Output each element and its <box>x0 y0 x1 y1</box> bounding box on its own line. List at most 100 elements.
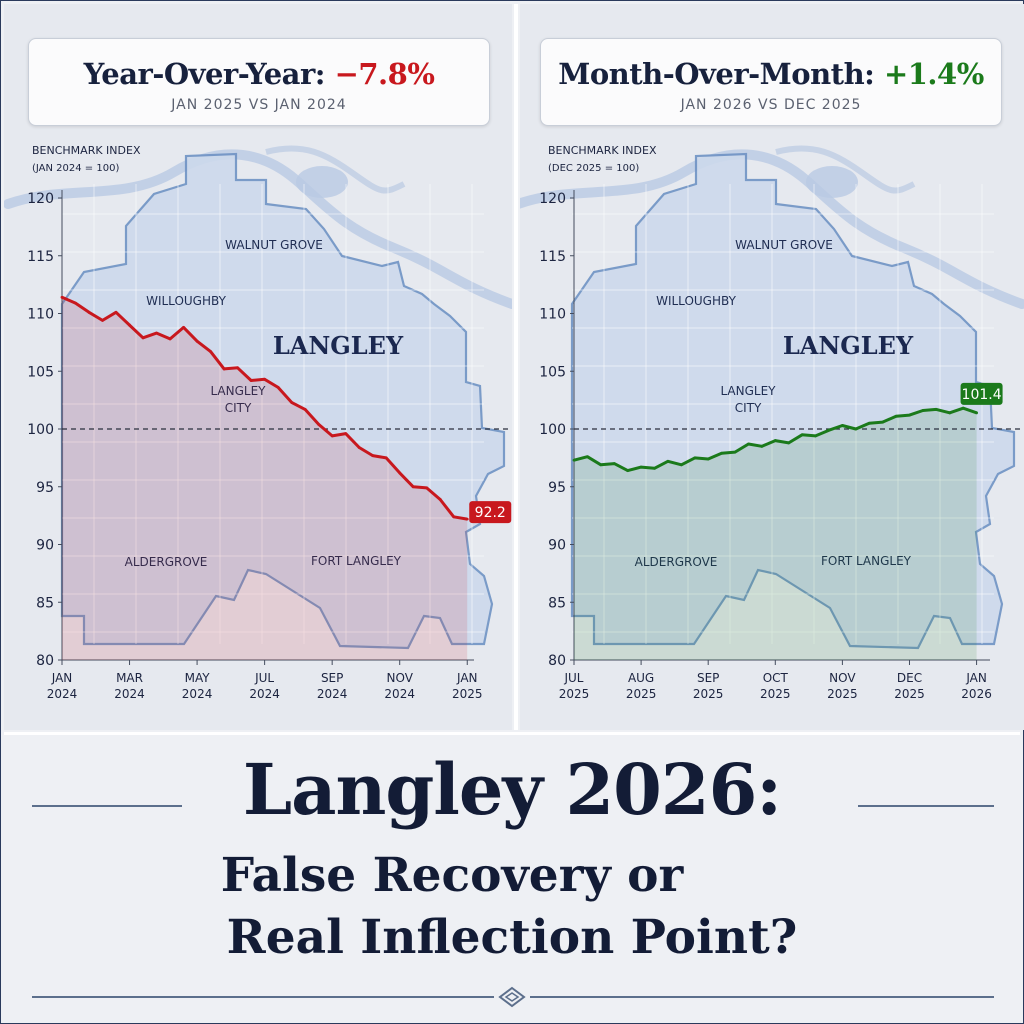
x-tick-label: SEP <box>697 671 719 685</box>
end-value-badge <box>960 382 1003 405</box>
data-point <box>572 458 576 462</box>
data-point <box>236 366 240 370</box>
data-point <box>961 406 965 410</box>
data-point <box>908 413 911 417</box>
data-point <box>814 434 817 438</box>
data-point <box>222 367 226 371</box>
yoy-header-prefix: Year-Over-Year: <box>83 57 335 91</box>
lake-shape <box>806 166 858 198</box>
langley-boundary <box>60 152 506 650</box>
y-tick-label: 120 <box>27 191 54 207</box>
end-value-label: 92.2 <box>475 505 506 521</box>
data-point <box>840 424 844 427</box>
mom-chart: WALNUT GROVE WILLOUGHBY LANGLEY LANGLEY CITY… <box>520 144 1024 701</box>
data-point <box>411 485 415 489</box>
data-point <box>263 377 267 381</box>
yoy-header-subtitle: JAN 2025 VS JAN 2024 <box>171 97 347 113</box>
data-point <box>371 454 375 457</box>
data-point <box>747 442 750 446</box>
data-point <box>344 432 348 436</box>
yoy-chart: WALNUT GROVE WILLOUGHBY LANGLEY LANGLEY CITY… <box>4 144 512 701</box>
yoy-header-card: Year-Over-Year: −7.8% JAN 2025 VS JAN 20… <box>28 38 490 126</box>
river-path <box>520 149 1024 309</box>
mom-header-prefix: Month-Over-Month: <box>558 57 884 91</box>
y-tick-label: 85 <box>36 595 54 611</box>
data-point <box>438 498 442 501</box>
x-tick-label: JAN <box>965 671 987 685</box>
data-point <box>975 411 978 415</box>
data-point <box>934 407 938 411</box>
x-tick-label: 2025 <box>827 687 858 701</box>
data-point <box>465 517 469 521</box>
diamond-ornament-icon <box>498 986 526 1008</box>
data-point <box>168 337 172 341</box>
x-tick-label: 2024 <box>249 687 280 701</box>
x-tick-label: 2026 <box>961 687 992 701</box>
map-label-langley-city: LANGLEY <box>210 384 266 398</box>
x-tick-label: 2025 <box>894 687 925 701</box>
map-background: WALNUT GROVE WILLOUGHBY LANGLEY LANGLEY CITY… <box>4 145 512 650</box>
x-tick-label: SEP <box>321 671 343 685</box>
data-point <box>141 336 145 340</box>
y-tick-label: 80 <box>548 653 566 669</box>
bottom-rule-right <box>530 996 994 998</box>
data-point <box>733 450 737 454</box>
y-tick-label: 105 <box>27 364 54 380</box>
data-point <box>155 331 158 335</box>
map-label-aldergrove: ALDERGROVE <box>635 555 718 569</box>
data-point <box>666 459 670 463</box>
y-tick-label: 90 <box>548 538 566 554</box>
data-point <box>653 466 656 470</box>
y-tick-label: 110 <box>539 307 566 323</box>
data-point <box>706 457 710 461</box>
data-point <box>114 310 118 314</box>
river-path <box>4 149 512 309</box>
map-label-fort-langley: FORT LANGLEY <box>311 554 402 568</box>
x-tick-label: 2025 <box>559 687 590 701</box>
data-point <box>612 462 616 466</box>
map-label-langley: LANGLEY <box>273 331 404 360</box>
lake-shape <box>296 166 348 198</box>
data-point <box>787 441 791 445</box>
y-axis-subtitle: (DEC 2025 = 100) <box>548 163 639 174</box>
data-point <box>195 339 199 343</box>
y-tick-label: 95 <box>36 480 54 496</box>
data-point <box>679 463 683 467</box>
yoy-header-title: Year-Over-Year: −7.8% <box>29 57 489 91</box>
headline-line-2: False Recovery or <box>220 848 684 903</box>
x-tick-label: NOV <box>829 671 856 685</box>
data-point <box>693 456 697 460</box>
x-tick-label: OCT <box>763 671 789 685</box>
y-axis-title: BENCHMARK INDEX <box>32 144 141 157</box>
data-point <box>209 350 212 354</box>
data-point <box>800 433 804 437</box>
mom-chart-panel: Month-Over-Month: +1.4% JAN 2026 VS DEC … <box>520 4 1024 730</box>
y-tick-label: 90 <box>36 538 54 554</box>
data-point <box>384 456 388 460</box>
data-point <box>357 446 361 449</box>
x-tick-label: 2024 <box>47 687 78 701</box>
data-point <box>276 386 280 389</box>
langley-boundary <box>570 152 1016 650</box>
data-point <box>74 301 77 305</box>
panel-divider <box>514 4 518 730</box>
data-point <box>639 465 643 469</box>
headline-rule-right <box>858 805 994 807</box>
yoy-header-value: −7.8% <box>334 57 435 91</box>
y-tick-label: 115 <box>27 249 54 265</box>
x-tick-label: MAY <box>185 671 211 685</box>
map-label-aldergrove: ALDERGROVE <box>125 555 208 569</box>
y-tick-label: 110 <box>27 307 54 323</box>
map-label-fort-langley: FORT LANGLEY <box>821 554 912 568</box>
data-point <box>894 414 898 418</box>
map-background: WALNUT GROVE WILLOUGHBY LANGLEY LANGLEY CITY… <box>520 145 1024 650</box>
x-tick-label: 2024 <box>384 687 415 701</box>
y-tick-label: 85 <box>548 595 566 611</box>
data-point <box>720 451 724 455</box>
data-point <box>330 434 334 438</box>
y-tick-label: 105 <box>539 364 566 380</box>
bottom-rule-left <box>32 996 494 998</box>
data-point <box>760 444 764 448</box>
x-tick-label: JAN <box>456 671 478 685</box>
data-point <box>87 310 91 314</box>
